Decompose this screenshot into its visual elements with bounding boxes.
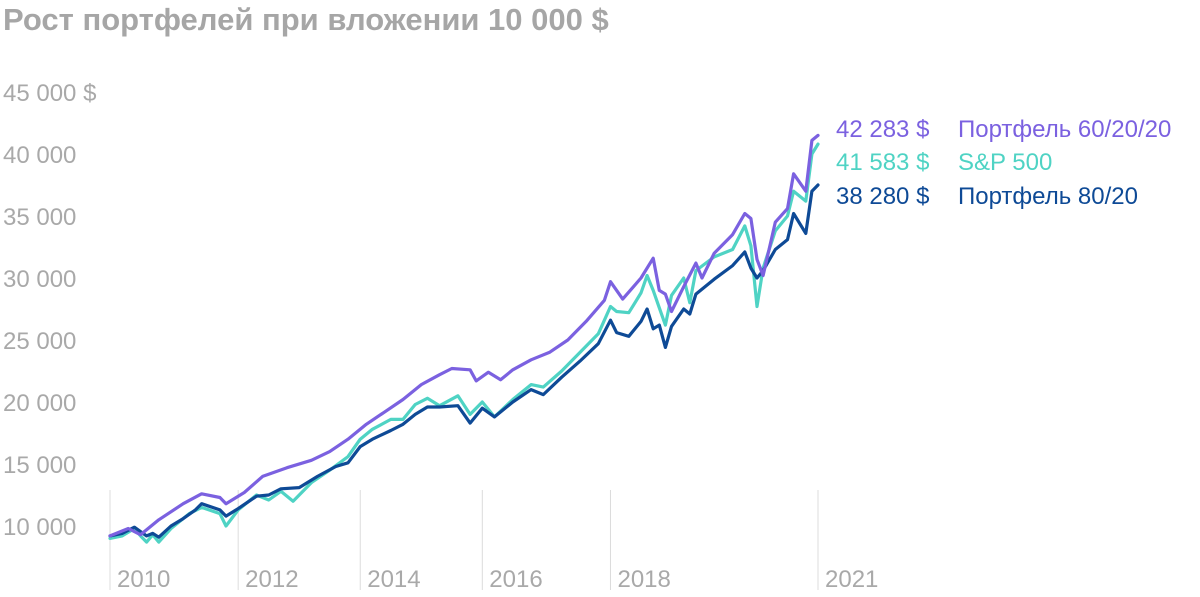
x-tick-label: 2016 — [489, 566, 542, 593]
y-tick-label: 20 000 — [3, 390, 76, 417]
y-tick-label: 45 000 $ — [3, 80, 96, 107]
series-end-labels: 42 283 $ Портфель 60/20/20 41 583 $ S&P 500… — [836, 116, 1171, 210]
y-tick-label: 10 000 — [3, 514, 76, 541]
series-end-value: 38 280 $ — [836, 183, 929, 210]
y-tick-label: 25 000 — [3, 328, 76, 355]
legend-series-name: Портфель 80/20 — [958, 183, 1138, 210]
x-tick-label: 2018 — [617, 566, 670, 593]
legend-series-name: S&P 500 — [958, 149, 1052, 176]
series-line — [108, 183, 820, 539]
x-tick-label: 2014 — [367, 566, 420, 593]
x-tick-label: 2021 — [825, 566, 878, 593]
series-lines — [108, 133, 820, 544]
x-tick-label: 2012 — [245, 566, 298, 593]
y-tick-label: 15 000 — [3, 452, 76, 479]
x-axis-ticks: 2010 2012 2014 2016 2018 2021 — [117, 566, 878, 593]
y-tick-label: 30 000 — [3, 266, 76, 293]
y-tick-label: 35 000 — [3, 204, 76, 231]
series-end-value: 42 283 $ — [836, 116, 929, 143]
y-axis-ticks: 45 000 $ 40 000 35 000 30 000 25 000 20 000 15… — [3, 80, 96, 541]
series-line — [108, 133, 820, 538]
vertical-gridlines — [109, 490, 819, 590]
chart-title: Рост портфелей при вложении 10 000 $ — [3, 2, 609, 37]
series-end-value: 41 583 $ — [836, 149, 929, 176]
y-tick-label: 40 000 — [3, 142, 76, 169]
series-line — [108, 142, 820, 544]
x-tick-label: 2010 — [117, 566, 170, 593]
legend-series-name: Портфель 60/20/20 — [958, 116, 1171, 143]
